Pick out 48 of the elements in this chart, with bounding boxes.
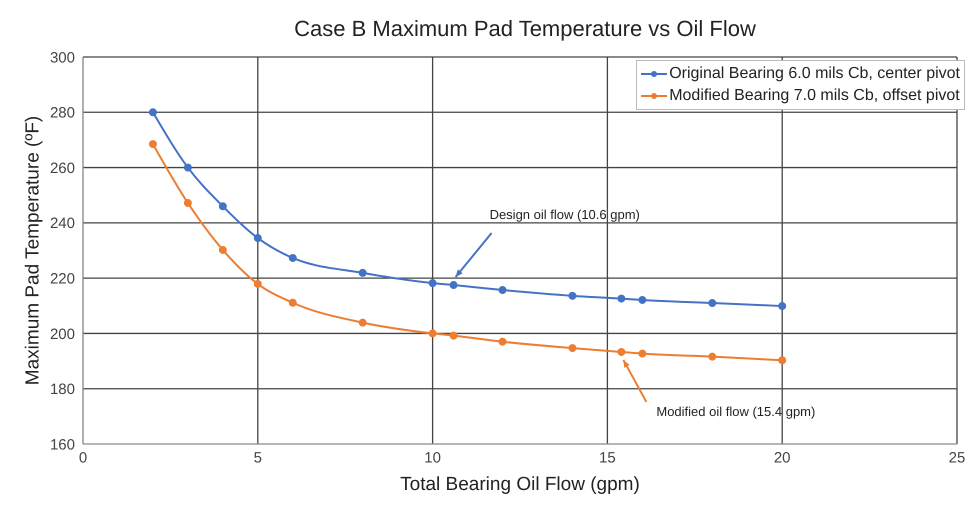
- point: [568, 344, 576, 352]
- y-tick-label: 280: [50, 104, 75, 122]
- y-tick-label: 160: [50, 436, 75, 454]
- legend-label: Modified Bearing 7.0 mils Cb, offset pivot: [669, 86, 960, 106]
- point: [568, 292, 576, 300]
- x-tick-label: 20: [774, 450, 791, 467]
- point: [254, 280, 262, 288]
- point: [184, 198, 192, 207]
- point: [358, 318, 367, 327]
- x-tick-label: 5: [254, 450, 262, 467]
- point: [218, 202, 227, 210]
- x-tick-label: 15: [599, 450, 616, 467]
- point: [617, 294, 626, 303]
- point: [778, 356, 786, 364]
- x-axis-title: Total Bearing Oil Flow (gpm): [400, 474, 640, 495]
- y-tick-label: 260: [50, 160, 75, 177]
- point: [617, 348, 626, 356]
- point: [218, 246, 227, 254]
- point: [288, 298, 297, 307]
- point: [498, 286, 507, 294]
- point: [288, 254, 297, 262]
- legend-label: Original Bearing 6.0 mils Cb, center pivot: [669, 64, 960, 84]
- x-tick-label: 25: [948, 450, 966, 467]
- annotation: Design oil flow (10.6 gpm): [490, 207, 640, 222]
- y-axis-title: Maximum Pad Temperature (ºF): [22, 116, 44, 386]
- point: [498, 338, 507, 346]
- point: [638, 296, 646, 304]
- point: [184, 164, 192, 172]
- chart-title: Case B Maximum Pad Temperature vs Oil Flow: [293, 16, 757, 42]
- x-tick-label: 0: [78, 450, 88, 467]
- point: [450, 281, 458, 290]
- point: [148, 140, 157, 148]
- point: [638, 350, 646, 358]
- point: [428, 329, 437, 338]
- y-tick-label: 300: [50, 49, 75, 66]
- point: [254, 234, 262, 242]
- y-tick-label: 200: [50, 326, 75, 343]
- y-tick-label: 240: [50, 215, 75, 232]
- point: [148, 108, 157, 116]
- point: [358, 268, 367, 277]
- point: [450, 332, 458, 340]
- point: [778, 302, 786, 310]
- point: [428, 279, 437, 288]
- y-tick-label: 220: [50, 270, 75, 288]
- y-tick-label: 180: [50, 381, 75, 398]
- point: [708, 352, 716, 361]
- point: [708, 299, 716, 308]
- x-tick-label: 10: [424, 450, 441, 467]
